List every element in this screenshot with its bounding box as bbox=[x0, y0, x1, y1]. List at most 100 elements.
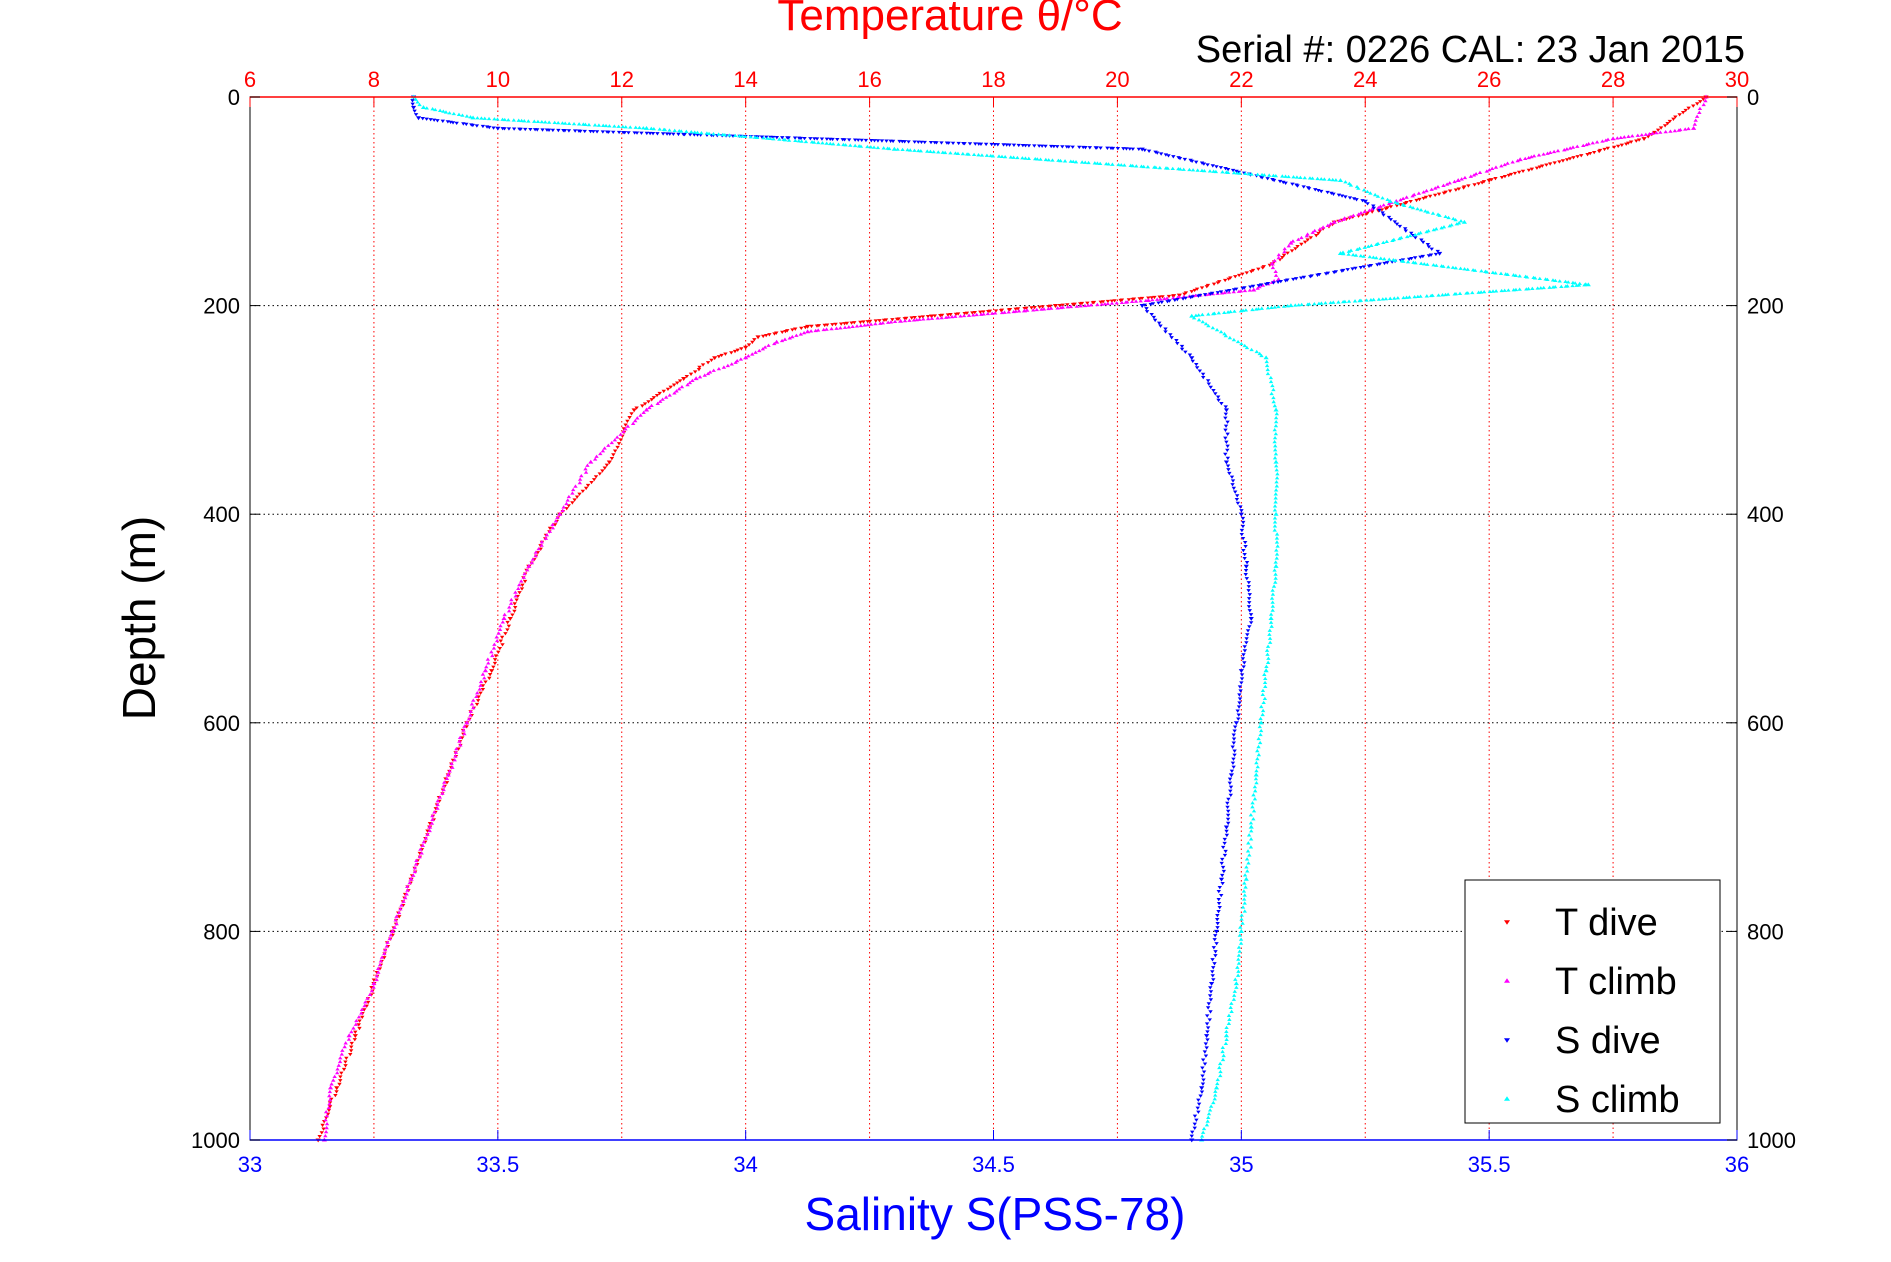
trace-marker bbox=[1336, 300, 1341, 304]
trace-marker bbox=[1224, 440, 1229, 444]
trace-marker bbox=[1264, 359, 1269, 364]
trace-marker bbox=[771, 137, 776, 141]
trace-marker bbox=[690, 378, 695, 383]
trace-marker bbox=[369, 989, 375, 993]
trace-marker bbox=[573, 484, 578, 488]
data-point bbox=[606, 460, 612, 465]
trace-marker bbox=[1222, 290, 1227, 295]
trace-marker bbox=[602, 446, 607, 450]
trace-marker bbox=[1234, 497, 1240, 502]
trace-marker bbox=[1340, 250, 1346, 254]
trace-marker bbox=[566, 129, 572, 133]
right-tick-label: 600 bbox=[1747, 711, 1784, 736]
trace-marker bbox=[1286, 174, 1291, 179]
data-point bbox=[805, 324, 811, 329]
trace-marker bbox=[803, 325, 808, 330]
trace-marker bbox=[323, 1134, 328, 1138]
trace-marker bbox=[1223, 412, 1229, 416]
trace-marker bbox=[1361, 188, 1367, 192]
trace-marker bbox=[532, 119, 537, 123]
trace-marker bbox=[1404, 234, 1410, 239]
trace-marker bbox=[815, 328, 821, 332]
data-point bbox=[1331, 219, 1337, 224]
trace-marker bbox=[480, 684, 486, 688]
trace-marker bbox=[417, 102, 422, 107]
trace-marker bbox=[1615, 144, 1621, 149]
trace-marker bbox=[1441, 191, 1447, 195]
trace-marker bbox=[970, 311, 975, 315]
trace-marker bbox=[1016, 143, 1021, 148]
trace-marker bbox=[1149, 312, 1154, 317]
trace-marker bbox=[324, 1121, 330, 1126]
trace-marker bbox=[572, 498, 577, 502]
trace-marker bbox=[1273, 488, 1279, 492]
trace-marker bbox=[1268, 620, 1274, 624]
trace-marker bbox=[1240, 657, 1246, 661]
trace-marker bbox=[600, 449, 606, 453]
trace-marker bbox=[1257, 724, 1262, 729]
trace-marker bbox=[1362, 209, 1367, 214]
trace-marker bbox=[1243, 885, 1248, 889]
trace-marker bbox=[1487, 168, 1492, 172]
trace-marker bbox=[1224, 829, 1229, 834]
trace-marker bbox=[1225, 170, 1231, 174]
trace-marker bbox=[1345, 268, 1350, 272]
trace-marker bbox=[695, 133, 700, 137]
trace-marker bbox=[528, 128, 533, 132]
trace-marker bbox=[1011, 143, 1017, 147]
trace-marker bbox=[343, 1064, 348, 1068]
trace-marker bbox=[597, 472, 602, 476]
trace-marker bbox=[1545, 151, 1550, 155]
trace-marker bbox=[1378, 256, 1383, 260]
trace-marker bbox=[1328, 221, 1333, 226]
trace-marker bbox=[779, 338, 785, 343]
trace-marker bbox=[906, 140, 911, 144]
trace-marker bbox=[1247, 609, 1252, 613]
trace-marker bbox=[1405, 260, 1411, 264]
trace-marker bbox=[846, 325, 852, 329]
trace-marker bbox=[583, 122, 588, 126]
trace-marker bbox=[1271, 584, 1277, 588]
trace-marker bbox=[1296, 237, 1301, 241]
trace-marker bbox=[900, 147, 905, 152]
trace-marker bbox=[1232, 490, 1238, 494]
trace-marker bbox=[1212, 962, 1217, 966]
trace-marker bbox=[1603, 138, 1609, 142]
legend-label: T climb bbox=[1555, 961, 1677, 1003]
trace-marker bbox=[835, 137, 840, 142]
trace-marker bbox=[1158, 324, 1163, 328]
trace-marker bbox=[1110, 146, 1116, 151]
trace-marker bbox=[1254, 768, 1259, 773]
trace-marker bbox=[1237, 685, 1243, 689]
trace-marker bbox=[618, 432, 623, 436]
trace-marker bbox=[1232, 753, 1237, 757]
trace-marker bbox=[907, 318, 912, 322]
data-point bbox=[1273, 407, 1279, 412]
y-axis-label: Depth (m) bbox=[113, 516, 165, 720]
trace-marker bbox=[1130, 147, 1136, 151]
trace-marker bbox=[750, 352, 755, 356]
trace-marker bbox=[786, 138, 792, 142]
trace-marker bbox=[550, 526, 556, 530]
trace-marker bbox=[1275, 472, 1280, 476]
trace-marker bbox=[1219, 291, 1225, 295]
trace-marker bbox=[908, 148, 913, 152]
trace-marker bbox=[1196, 1110, 1201, 1114]
trace-marker bbox=[1220, 865, 1226, 870]
trace-marker bbox=[388, 933, 394, 937]
trace-marker bbox=[601, 123, 606, 127]
trace-marker bbox=[649, 126, 654, 130]
trace-marker bbox=[1207, 994, 1213, 998]
trace-marker bbox=[1237, 701, 1242, 705]
data-point bbox=[774, 339, 780, 344]
trace-marker bbox=[1293, 303, 1298, 307]
trace-marker bbox=[1199, 286, 1205, 290]
trace-marker bbox=[978, 142, 984, 146]
trace-marker bbox=[382, 948, 388, 952]
trace-marker bbox=[1395, 296, 1401, 300]
trace-marker bbox=[377, 962, 383, 967]
trace-marker bbox=[1271, 395, 1276, 400]
data-point bbox=[712, 356, 718, 361]
trace-marker bbox=[1461, 186, 1466, 190]
